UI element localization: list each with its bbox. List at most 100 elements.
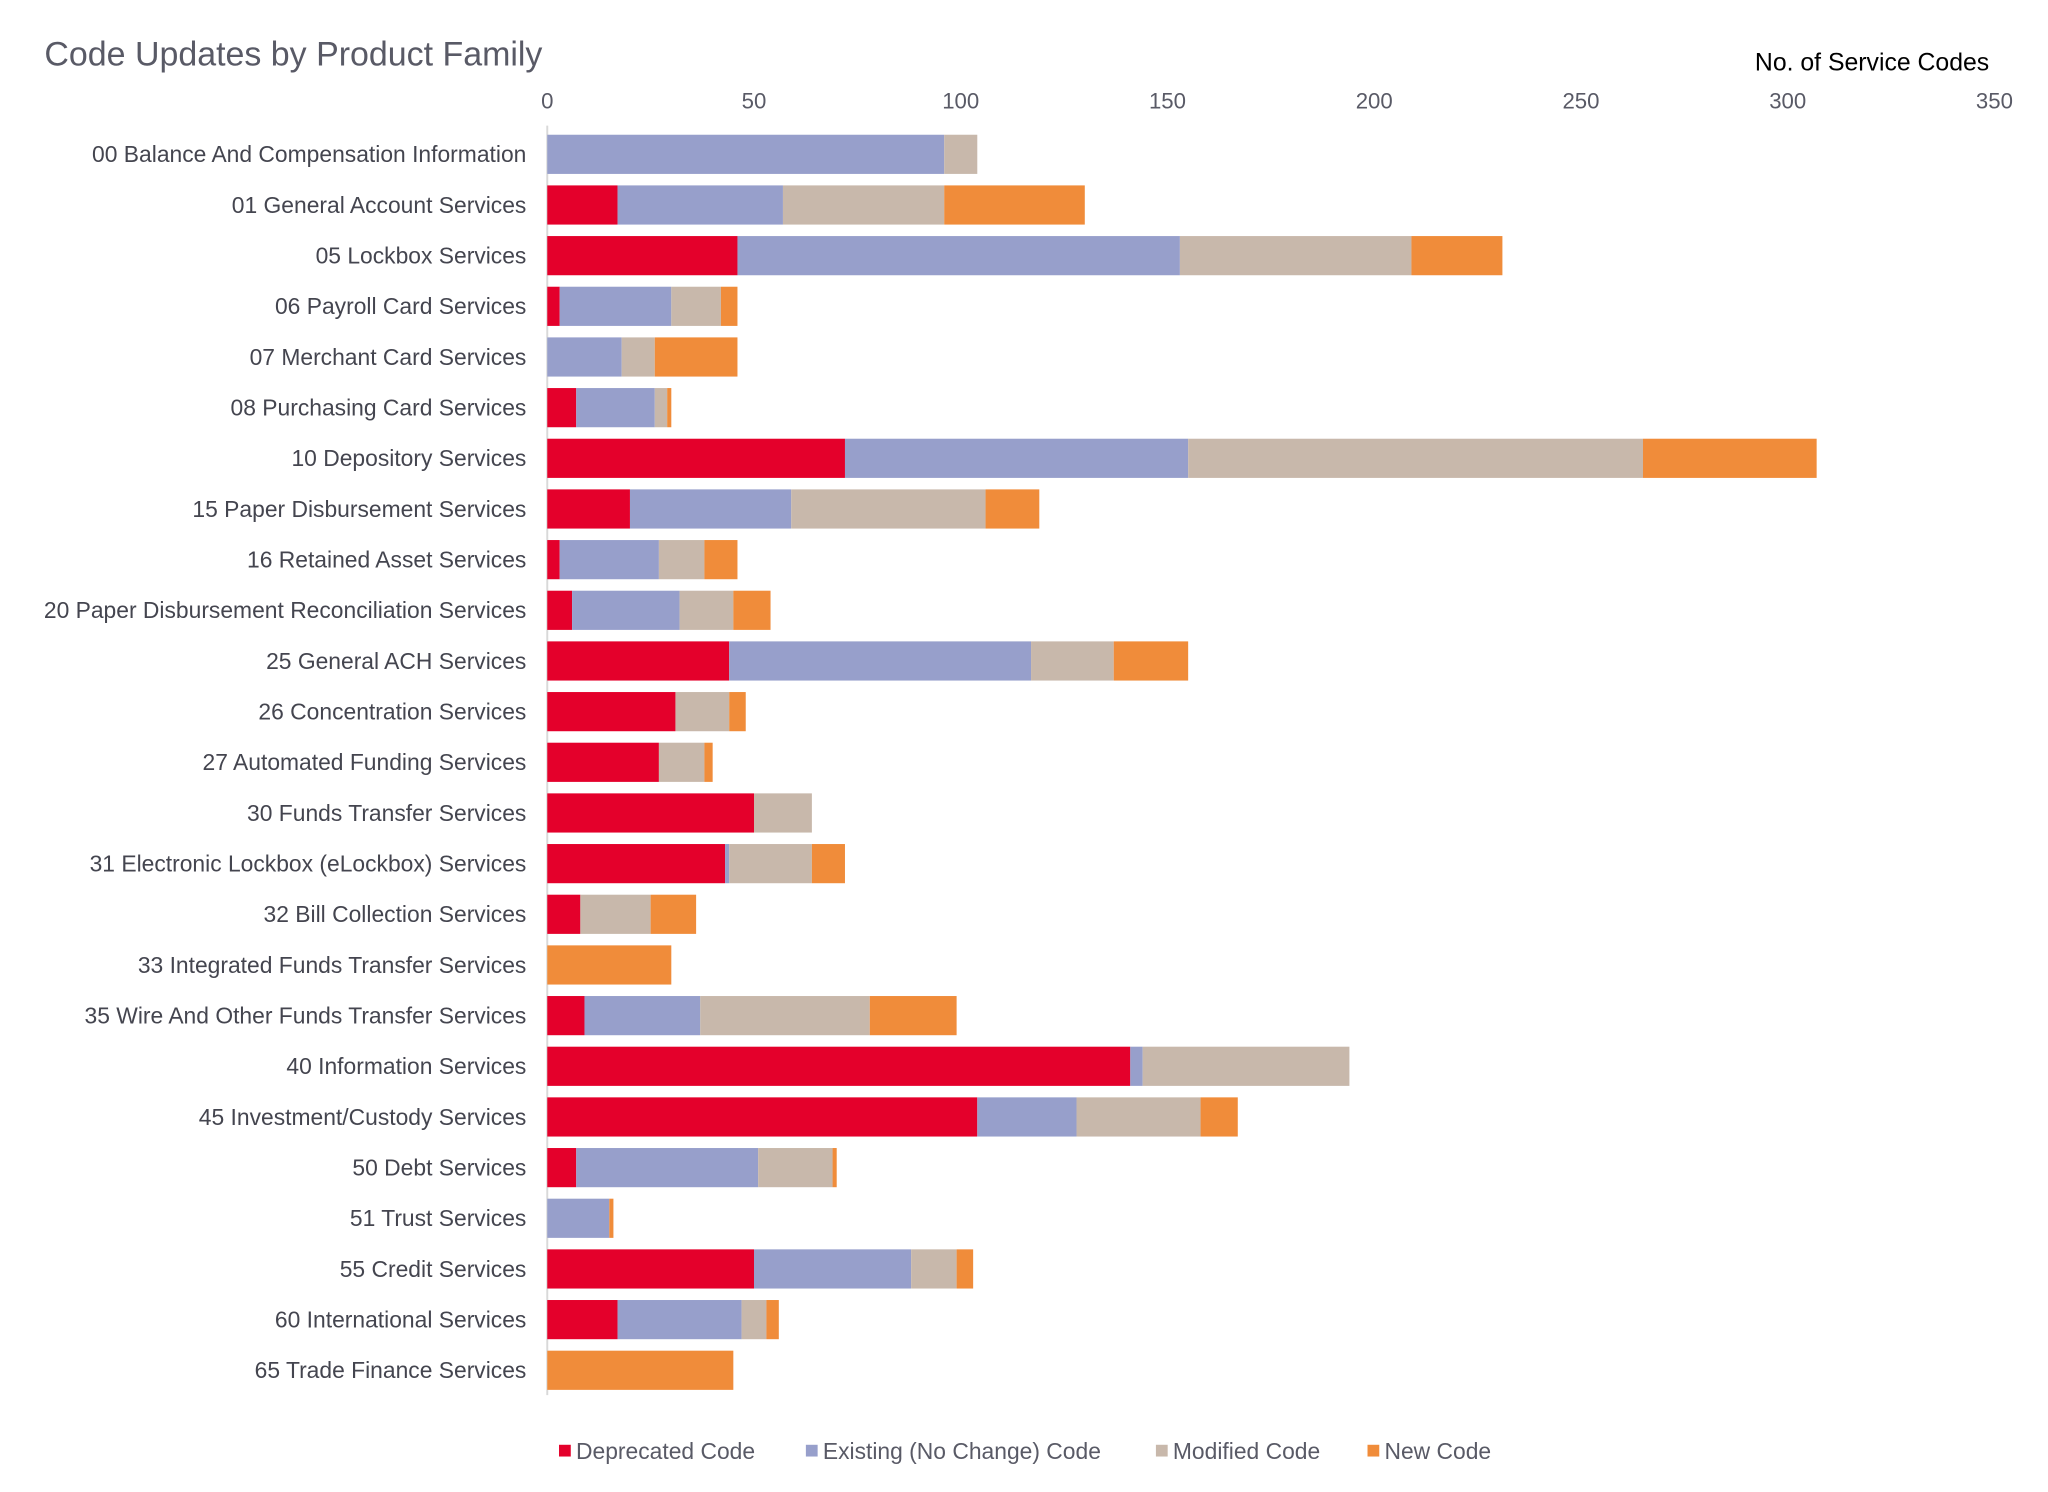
category-label: 20 Paper Disbursement Reconciliation Ser… xyxy=(44,597,527,623)
x-tick-label: 50 xyxy=(742,89,767,114)
bar-segment-new-code xyxy=(733,590,771,630)
x-tick-label: 100 xyxy=(942,89,979,114)
bar-segment-existing-no-change-code xyxy=(617,185,783,225)
x-tick-label: 350 xyxy=(1976,89,2013,114)
bar-segment-deprecated-code xyxy=(547,793,755,833)
bar-segment-deprecated-code xyxy=(547,540,560,580)
category-label: 00 Balance And Compensation Information xyxy=(92,141,526,167)
bar-segment-new-code xyxy=(704,742,713,782)
category-label: 35 Wire And Other Funds Transfer Service… xyxy=(85,1002,527,1028)
category-label: 51 Trust Services xyxy=(350,1205,526,1231)
bar-segment-deprecated-code xyxy=(547,1300,618,1340)
bar-segment-modified-code xyxy=(911,1249,957,1289)
bar-segment-modified-code xyxy=(679,590,734,630)
x-axis-label: No. of Service Codes xyxy=(1755,50,1989,77)
legend-label: Modified Code xyxy=(1173,1438,1320,1464)
bar-segment-deprecated-code xyxy=(547,590,573,630)
bar-segment-new-code xyxy=(729,692,746,732)
bar-segment-modified-code xyxy=(1142,1046,1350,1086)
category-label: 25 General ACH Services xyxy=(266,648,526,674)
category-label: 30 Funds Transfer Services xyxy=(247,800,526,826)
x-tick-label: 150 xyxy=(1149,89,1186,114)
category-label: 01 General Account Services xyxy=(232,192,527,218)
category-label: 31 Electronic Lockbox (eLockbox) Service… xyxy=(90,850,527,876)
legend-swatch xyxy=(1367,1444,1380,1457)
bar-segment-deprecated-code xyxy=(547,286,560,326)
bar-segment-modified-code xyxy=(1031,641,1114,681)
bar-segment-new-code xyxy=(1113,641,1189,681)
bar-segment-modified-code xyxy=(654,388,668,428)
bar-segment-new-code xyxy=(766,1300,779,1340)
bar-segment-new-code xyxy=(811,844,845,884)
bar-segment-deprecated-code xyxy=(547,742,659,782)
category-labels: 00 Balance And Compensation Information 0… xyxy=(44,141,527,1383)
bar-segment-existing-no-change-code xyxy=(576,388,655,428)
bar-segment-deprecated-code xyxy=(547,692,676,732)
bar-segment-modified-code xyxy=(791,489,986,529)
bar-segment-modified-code xyxy=(782,185,945,225)
legend: Deprecated Code Existing (No Change) Code… xyxy=(559,1438,1491,1464)
bar-segment-new-code xyxy=(720,286,738,326)
bar-segment-modified-code xyxy=(944,134,978,174)
category-label: 33 Integrated Funds Transfer Services xyxy=(138,952,527,978)
bar-segment-modified-code xyxy=(621,337,655,377)
category-label: 60 International Services xyxy=(275,1306,526,1332)
category-label: 65 Trade Finance Services xyxy=(255,1357,527,1383)
legend-swatch xyxy=(559,1444,571,1457)
bar-segment-existing-no-change-code xyxy=(737,236,1180,276)
bar-segment-modified-code xyxy=(741,1300,767,1340)
x-tick-label: 0 xyxy=(541,89,553,114)
bars xyxy=(547,134,1817,1390)
bar-segment-deprecated-code xyxy=(547,1249,755,1289)
category-label: 32 Bill Collection Services xyxy=(264,901,527,927)
bar-segment-existing-no-change-code xyxy=(729,641,1032,681)
bar-segment-deprecated-code xyxy=(547,489,630,529)
bar-segment-new-code xyxy=(832,1148,837,1188)
bar-segment-new-code xyxy=(609,1198,614,1238)
bar-segment-deprecated-code xyxy=(547,996,585,1036)
category-label: 15 Paper Disbursement Services xyxy=(192,496,526,522)
category-label: 16 Retained Asset Services xyxy=(247,546,526,572)
bar-segment-deprecated-code xyxy=(547,1046,1131,1086)
bar-segment-new-code xyxy=(944,185,1085,225)
bar-segment-existing-no-change-code xyxy=(844,438,1189,478)
bar-segment-new-code xyxy=(667,388,672,428)
bar-segment-existing-no-change-code xyxy=(547,337,622,377)
bar-segment-modified-code xyxy=(658,540,705,580)
bar-segment-new-code xyxy=(650,894,697,934)
x-axis-ticks: 0 50 100 150 200 250 300 350 xyxy=(541,89,2013,114)
bar-segment-existing-no-change-code xyxy=(1130,1046,1143,1086)
bar-segment-modified-code xyxy=(1188,438,1643,478)
bar-segment-new-code xyxy=(1642,438,1817,478)
x-tick-label: 300 xyxy=(1769,89,1806,114)
bar-segment-new-code xyxy=(869,996,957,1036)
bar-segment-new-code xyxy=(1411,236,1503,276)
category-label: 50 Debt Services xyxy=(352,1154,526,1180)
bar-segment-deprecated-code xyxy=(547,1097,978,1137)
bar-segment-deprecated-code xyxy=(547,388,577,428)
bar-segment-deprecated-code xyxy=(547,894,581,934)
category-label: 06 Payroll Card Services xyxy=(275,293,526,319)
bar-segment-modified-code xyxy=(729,844,812,884)
bar-segment-modified-code xyxy=(758,1148,833,1188)
bar-segment-new-code xyxy=(547,1350,734,1390)
bar-segment-modified-code xyxy=(658,742,705,782)
bar-segment-existing-no-change-code xyxy=(559,286,672,326)
bar-segment-deprecated-code xyxy=(547,236,738,276)
category-label: 07 Merchant Card Services xyxy=(250,344,527,370)
x-tick-label: 200 xyxy=(1356,89,1393,114)
bar-segment-modified-code xyxy=(580,894,651,934)
bar-segment-existing-no-change-code xyxy=(977,1097,1077,1137)
bar-segment-deprecated-code xyxy=(547,185,618,225)
bar-segment-new-code xyxy=(547,945,672,985)
legend-swatch xyxy=(805,1444,818,1457)
bar-segment-existing-no-change-code xyxy=(629,489,792,529)
bar-segment-new-code xyxy=(985,489,1040,529)
bar-segment-existing-no-change-code xyxy=(576,1148,759,1188)
bar-segment-existing-no-change-code xyxy=(617,1300,742,1340)
category-label: 45 Investment/Custody Services xyxy=(199,1104,527,1130)
legend-label: Existing (No Change) Code xyxy=(823,1438,1101,1464)
bar-segment-deprecated-code xyxy=(547,641,730,681)
legend-label: Deprecated Code xyxy=(576,1438,755,1464)
category-label: 40 Information Services xyxy=(286,1053,526,1079)
